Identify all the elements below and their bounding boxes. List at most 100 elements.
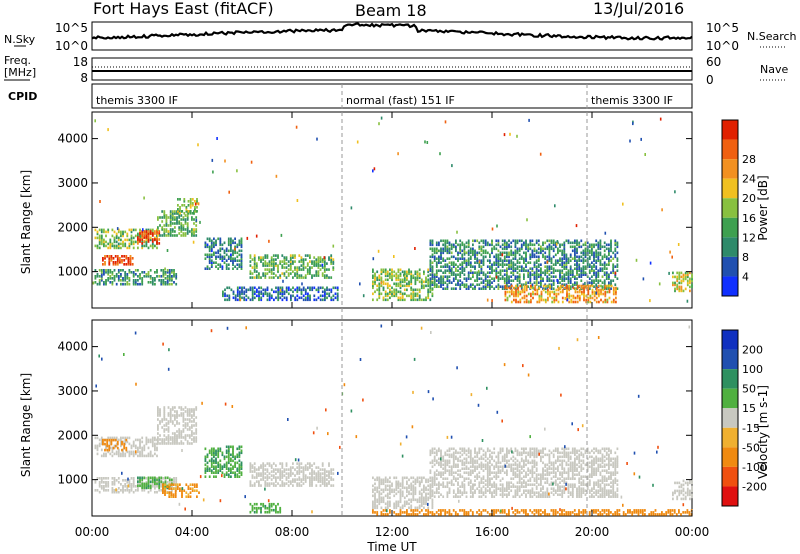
range-gate-cell bbox=[213, 449, 215, 453]
range-gate-cell bbox=[678, 273, 681, 277]
range-gate-cell bbox=[593, 257, 595, 260]
range-gate-cell bbox=[561, 249, 564, 253]
range-gate-cell bbox=[410, 484, 413, 488]
range-gate-cell bbox=[206, 265, 209, 268]
range-gate-cell bbox=[277, 256, 279, 259]
range-gate-cell bbox=[174, 438, 176, 441]
range-gate-cell bbox=[154, 490, 156, 494]
range-gate-cell bbox=[123, 259, 126, 262]
range-gate-cell bbox=[232, 455, 234, 459]
range-gate-cell bbox=[176, 234, 178, 237]
range-gate-cell bbox=[168, 478, 171, 482]
range-gate-cell bbox=[429, 277, 432, 280]
range-gate-cell bbox=[185, 495, 188, 498]
range-gate-cell bbox=[275, 254, 277, 257]
range-gate-cell bbox=[444, 269, 447, 272]
range-gate-cell bbox=[270, 288, 273, 292]
range-gate-cell bbox=[294, 478, 296, 481]
range-gate-cell bbox=[566, 288, 568, 292]
range-gate-cell bbox=[151, 238, 154, 241]
range-gate-cell bbox=[552, 279, 555, 282]
range-gate-cell bbox=[208, 237, 211, 241]
range-gate-cell bbox=[403, 280, 406, 284]
range-gate-cell bbox=[431, 506, 434, 510]
range-gate-cell bbox=[187, 493, 190, 496]
range-gate-cell bbox=[378, 292, 381, 296]
range-gate-cell bbox=[111, 446, 114, 450]
range-gate-cell bbox=[508, 281, 510, 284]
range-gate-cell bbox=[171, 489, 173, 492]
range-gate-cell bbox=[330, 260, 333, 263]
range-gate-cell bbox=[384, 506, 387, 510]
range-gate-cell bbox=[603, 261, 606, 264]
range-gate-cell bbox=[563, 509, 566, 512]
range-gate-cell bbox=[277, 268, 279, 271]
range-gate-cell bbox=[141, 446, 144, 450]
range-gate-cell bbox=[420, 280, 423, 284]
range-gate-cell bbox=[275, 484, 277, 487]
range-gate-cell bbox=[172, 483, 175, 486]
range-gate-cell bbox=[554, 263, 557, 266]
range-gate-cell bbox=[554, 253, 557, 257]
range-gate-cell bbox=[450, 267, 453, 270]
range-gate-cell bbox=[540, 245, 542, 249]
range-gate-cell bbox=[489, 287, 491, 290]
range-gate-cell bbox=[482, 509, 485, 512]
range-gate-cell bbox=[444, 485, 447, 488]
range-gate-cell bbox=[281, 484, 284, 487]
range-gate-cell bbox=[253, 482, 256, 485]
range-gate-cell bbox=[215, 465, 217, 468]
range-gate-cell bbox=[442, 249, 445, 253]
range-gate-cell bbox=[518, 269, 521, 272]
range-gate-cell bbox=[161, 228, 164, 231]
range-gate-cell bbox=[147, 281, 150, 284]
range-gate-cell bbox=[499, 251, 502, 255]
range-gate-cell bbox=[374, 502, 376, 506]
range-gate-cell bbox=[215, 261, 217, 264]
range-gate-cell bbox=[151, 440, 154, 444]
range-gate-cell bbox=[213, 471, 215, 474]
range-gate-cell bbox=[234, 296, 237, 300]
range-gate-cell bbox=[270, 270, 273, 273]
range-gate-cell bbox=[438, 277, 440, 280]
range-gate-cell bbox=[514, 509, 517, 512]
range-gate-cell bbox=[206, 467, 209, 470]
cpid-panel-frame bbox=[91, 83, 693, 109]
range-gate-cell bbox=[156, 478, 158, 482]
range-gate-cell bbox=[629, 511, 631, 514]
range-gate-cell bbox=[508, 243, 510, 247]
range-gate-cell bbox=[506, 243, 508, 247]
range-gate-cell bbox=[457, 253, 459, 257]
range-gate-cell bbox=[240, 237, 243, 241]
range-gate-cell bbox=[169, 230, 172, 233]
range-gate-cell bbox=[260, 292, 263, 296]
range-gate-cell bbox=[107, 489, 110, 492]
range-gate-cell bbox=[236, 461, 239, 465]
range-gate-cell bbox=[559, 286, 562, 290]
range-gate-cell bbox=[584, 247, 587, 251]
range-gate-cell bbox=[563, 275, 566, 278]
range-gate-cell bbox=[429, 495, 432, 498]
range-gate-cell bbox=[461, 261, 464, 264]
range-gate-cell bbox=[128, 483, 131, 486]
range-gate-cell bbox=[540, 285, 542, 288]
range-gate-cell bbox=[219, 265, 222, 268]
range-gate-cell bbox=[442, 265, 445, 268]
range-gate-cell bbox=[174, 434, 176, 437]
range-gate-cell bbox=[522, 509, 525, 512]
range-gate-cell bbox=[258, 466, 260, 469]
range-gate-cell bbox=[264, 260, 267, 263]
range-gate-cell bbox=[384, 502, 387, 506]
range-gate-cell bbox=[178, 428, 181, 431]
range-gate-cell bbox=[495, 269, 498, 272]
range-gate-cell bbox=[397, 502, 400, 506]
range-gate-cell bbox=[418, 506, 421, 510]
range-gate-cell bbox=[304, 266, 307, 269]
range-gate-cell bbox=[455, 275, 457, 278]
range-gate-cell bbox=[279, 296, 282, 300]
range-tick-label: 2000 bbox=[57, 220, 88, 234]
range-gate-cell bbox=[587, 292, 590, 296]
range-gate-cell bbox=[112, 261, 115, 264]
range-gate-cell bbox=[550, 259, 553, 262]
range-gate-cell bbox=[433, 513, 436, 516]
